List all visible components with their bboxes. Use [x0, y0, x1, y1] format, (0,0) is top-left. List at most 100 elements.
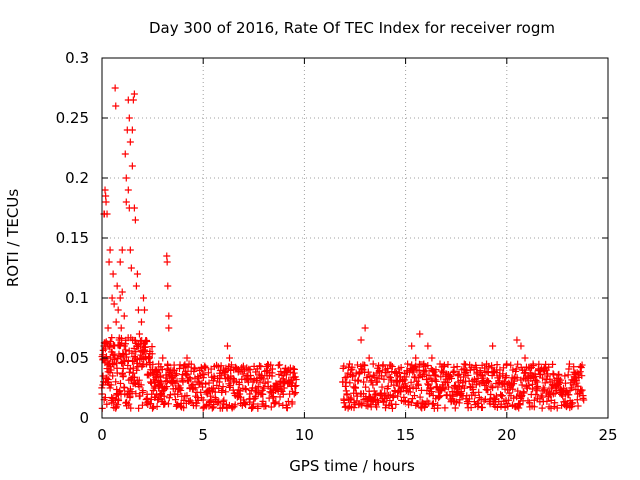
data-point [578, 386, 586, 394]
data-point [149, 366, 157, 374]
data-point [573, 379, 581, 387]
data-point [431, 371, 439, 379]
data-point [108, 334, 116, 342]
data-point [267, 361, 275, 369]
data-point [163, 252, 171, 260]
data-point [397, 388, 405, 396]
data-point [185, 373, 193, 381]
data-point [467, 404, 475, 412]
data-point [114, 390, 122, 398]
data-point [525, 381, 533, 389]
data-point [379, 361, 387, 369]
data-point [240, 396, 248, 404]
data-point [561, 372, 569, 380]
data-point [476, 367, 484, 375]
data-point [408, 342, 416, 350]
data-point [103, 210, 111, 218]
data-point [518, 381, 526, 389]
data-point [532, 376, 540, 384]
data-point [574, 402, 582, 410]
data-point [464, 371, 472, 379]
data-point [407, 378, 415, 386]
data-point [252, 368, 260, 376]
data-point [427, 374, 435, 382]
data-point [503, 360, 511, 368]
data-point [201, 362, 209, 370]
data-point [139, 387, 147, 395]
data-point [568, 384, 576, 392]
data-point [110, 354, 118, 362]
data-point [151, 378, 159, 386]
data-point [125, 368, 133, 376]
data-point [424, 380, 432, 388]
data-point [493, 403, 501, 411]
y-axis-label: ROTI / TECUs [4, 189, 22, 287]
data-point [460, 384, 468, 392]
data-point [173, 377, 181, 385]
data-point [569, 381, 577, 389]
data-point [387, 361, 395, 369]
data-point [112, 102, 120, 110]
data-point [549, 370, 557, 378]
data-point [153, 403, 161, 411]
data-point [354, 377, 362, 385]
data-point [118, 359, 126, 367]
data-point [375, 367, 383, 375]
data-point [510, 375, 518, 383]
data-point [530, 403, 538, 411]
data-point [488, 364, 496, 372]
data-point [538, 404, 546, 412]
data-point [340, 362, 348, 370]
data-point [487, 390, 495, 398]
data-point [256, 362, 264, 370]
data-point [444, 361, 452, 369]
data-point [420, 360, 428, 368]
data-point [105, 342, 113, 350]
data-point [166, 391, 174, 399]
data-point [421, 402, 429, 410]
data-point [371, 373, 379, 381]
data-point [445, 383, 453, 391]
data-point [350, 404, 358, 412]
data-point [161, 384, 169, 392]
data-point [510, 394, 518, 402]
data-point [352, 389, 360, 397]
data-point [107, 366, 115, 374]
data-point [236, 390, 244, 398]
data-point [450, 367, 458, 375]
data-point [170, 361, 178, 369]
data-point [529, 360, 537, 368]
data-point [145, 354, 153, 362]
data-point [513, 374, 521, 382]
data-point [487, 382, 495, 390]
data-point [171, 390, 179, 398]
data-point [290, 365, 298, 373]
data-points [98, 84, 588, 412]
data-point [428, 354, 436, 362]
data-point [158, 366, 166, 374]
data-point [564, 371, 572, 379]
data-point [258, 390, 266, 398]
data-point [223, 374, 231, 382]
data-point [373, 403, 381, 411]
data-point [143, 360, 151, 368]
data-point [474, 403, 482, 411]
data-point [424, 342, 432, 350]
data-point [132, 282, 140, 290]
data-point [347, 366, 355, 374]
data-point [126, 138, 134, 146]
data-point [165, 324, 173, 332]
data-point [125, 400, 133, 408]
data-point [132, 348, 140, 356]
data-point [102, 192, 110, 200]
data-point [579, 392, 587, 400]
data-point [203, 390, 211, 398]
data-point [420, 370, 428, 378]
data-point [549, 390, 557, 398]
data-point [246, 390, 254, 398]
data-point [121, 384, 129, 392]
data-point [466, 366, 474, 374]
data-point [126, 392, 134, 400]
data-point [283, 404, 291, 412]
data-point [514, 387, 522, 395]
